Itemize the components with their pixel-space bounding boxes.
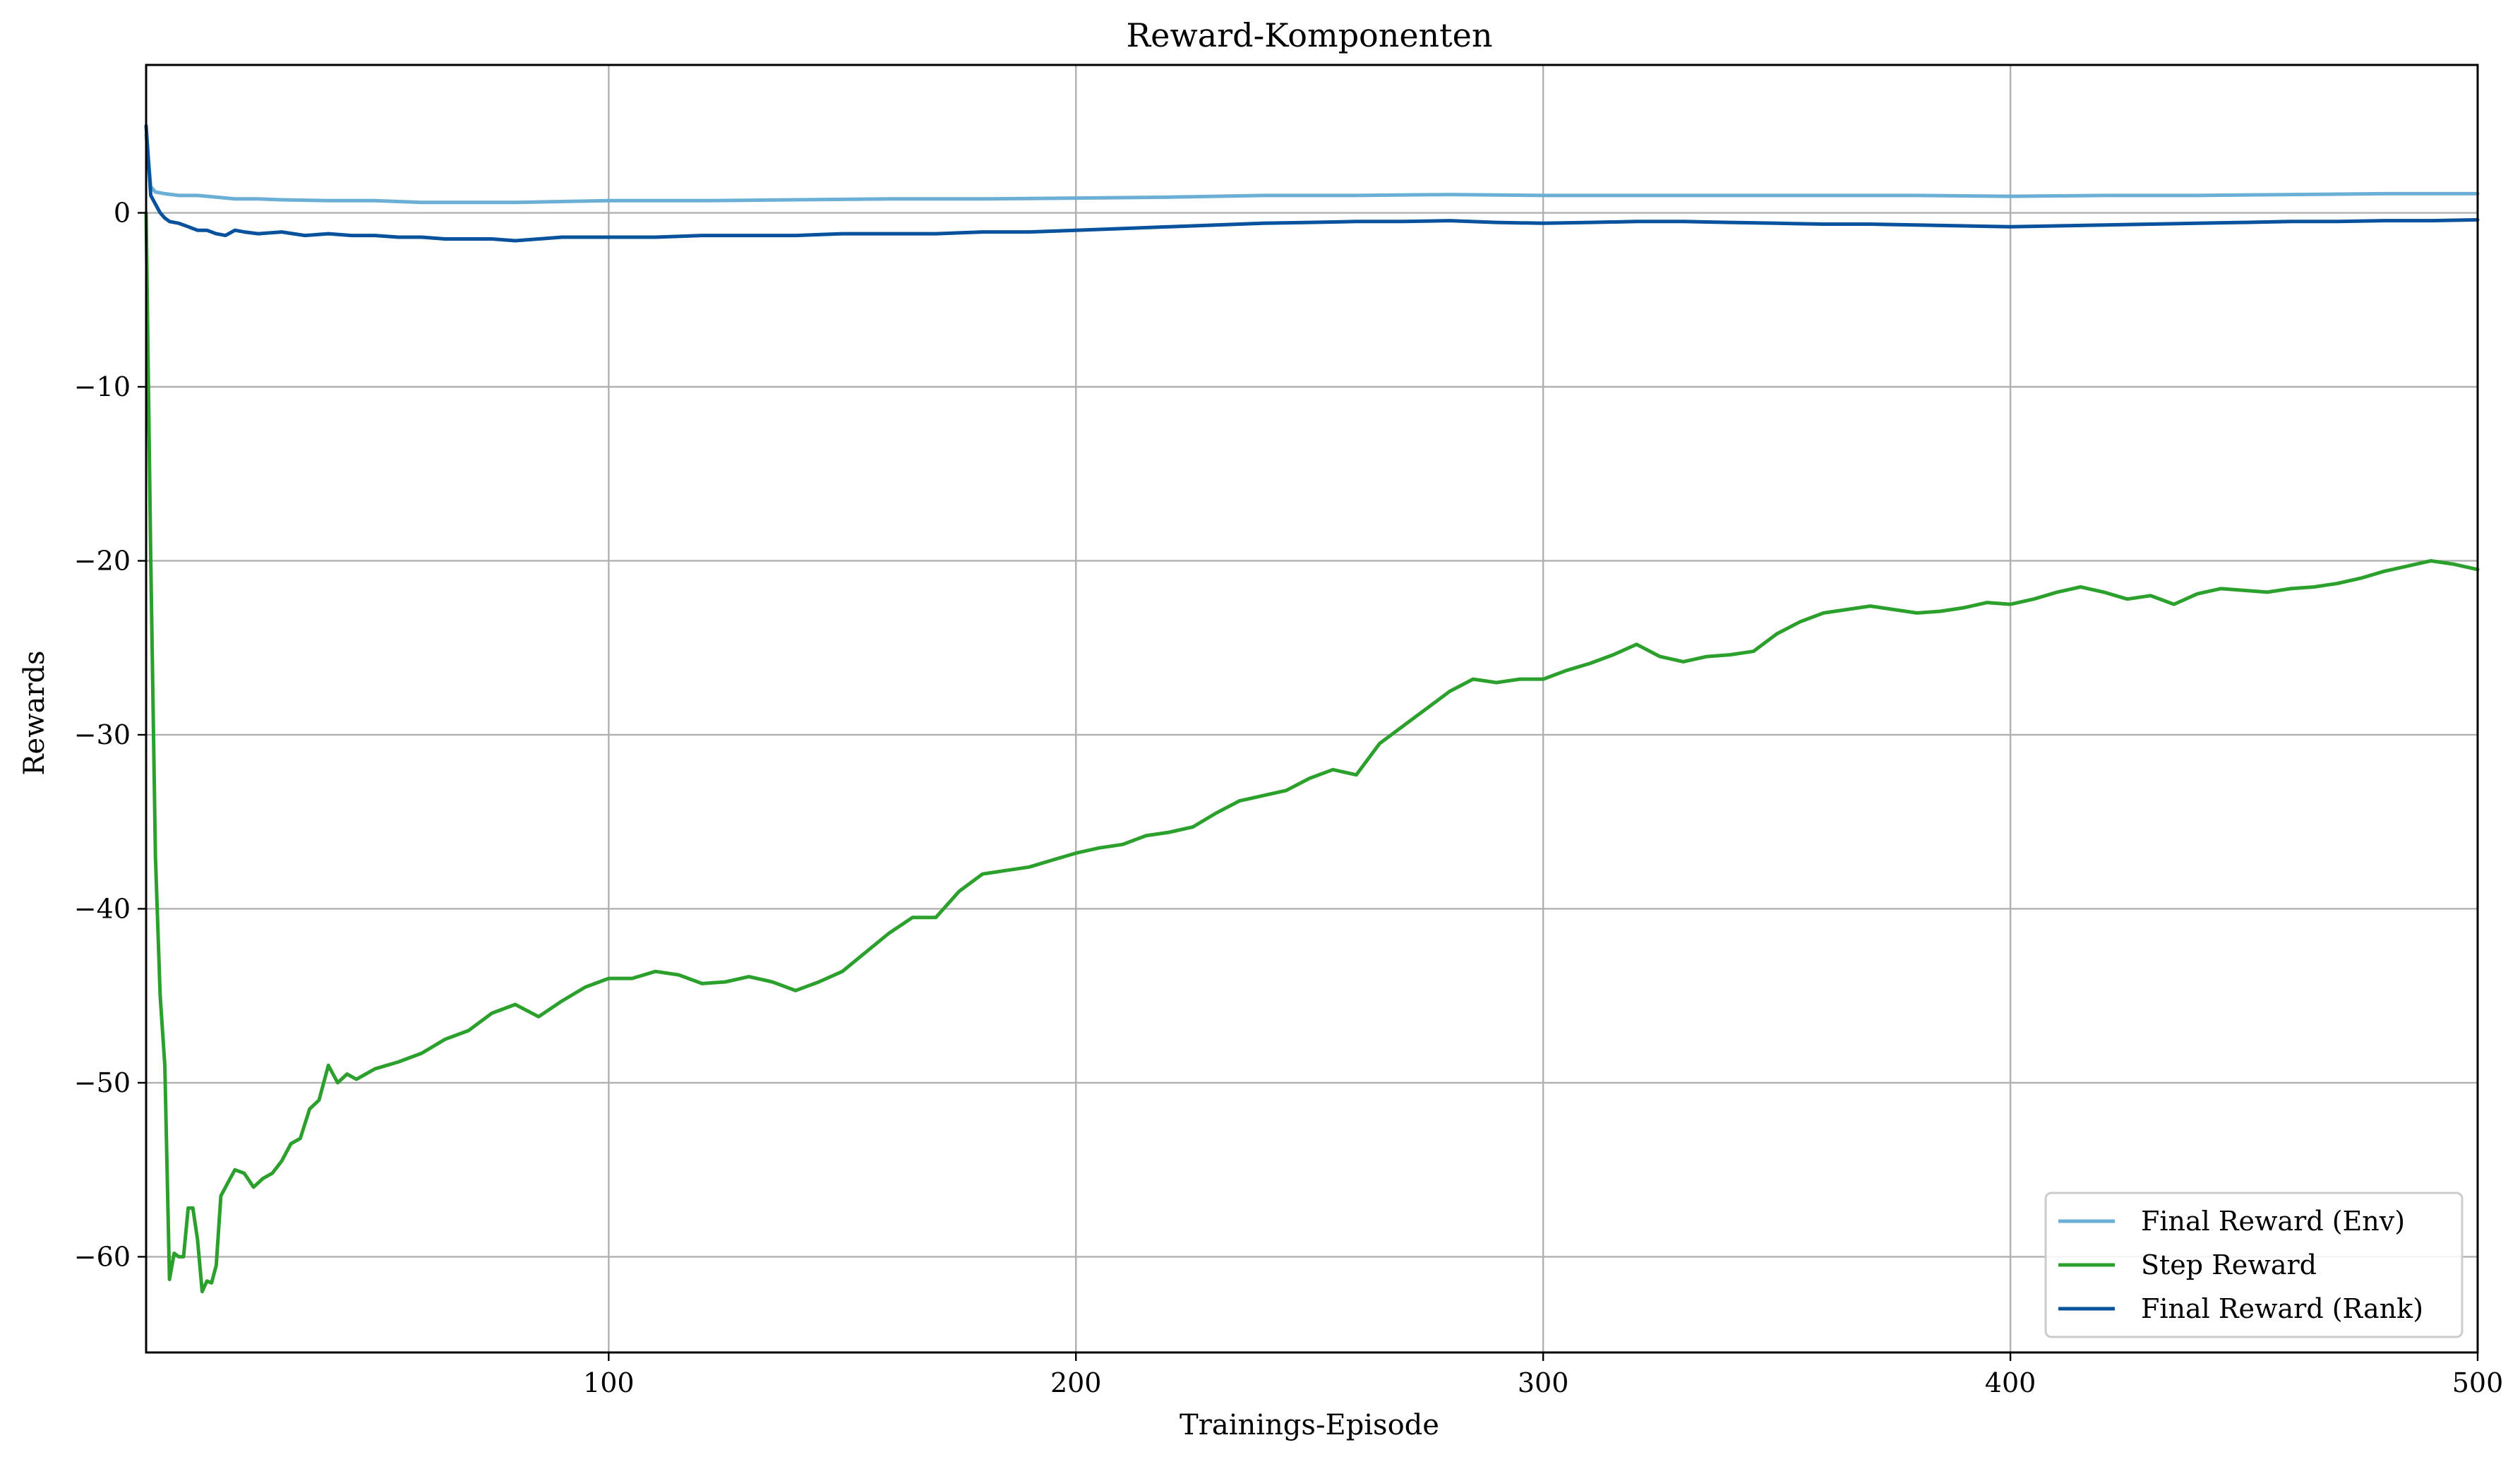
axis-ticks: 100 200 300 400 500 0 −10 −20 −30 −40 −50 −60 xyxy=(74,198,2503,1398)
legend-box xyxy=(2044,1192,2464,1338)
legend-label: Step Reward xyxy=(2141,1249,2317,1280)
y-tick-label: −30 xyxy=(74,719,131,750)
grid xyxy=(146,65,2479,1352)
legend-label: Final Reward (Rank) xyxy=(2141,1293,2423,1324)
series-line xyxy=(144,211,2480,1294)
x-tick-label: 200 xyxy=(1050,1367,1102,1398)
x-tick-label: 100 xyxy=(583,1367,635,1398)
y-axis-label: Rewards xyxy=(18,650,51,775)
legend: Final Reward (Env) Step Reward Final Rewar… xyxy=(2044,1192,2464,1338)
series-lines xyxy=(144,124,2480,1294)
chart-title: Reward-Komponenten xyxy=(1126,16,1492,54)
y-tick-label: −10 xyxy=(74,371,131,402)
x-tick-label: 300 xyxy=(1518,1367,1569,1398)
x-axis-label: Trainings-Episode xyxy=(1180,1409,1439,1441)
plot-frame xyxy=(145,64,2479,1354)
y-tick-label: −40 xyxy=(74,893,131,924)
series-line xyxy=(144,124,2480,243)
y-tick-label: −20 xyxy=(74,545,131,576)
y-tick-label: −60 xyxy=(74,1241,131,1272)
series-line xyxy=(144,133,2480,205)
y-tick-label: 0 xyxy=(114,198,131,229)
legend-label: Final Reward (Env) xyxy=(2141,1206,2405,1237)
x-tick-label: 500 xyxy=(2452,1367,2504,1398)
x-tick-label: 400 xyxy=(1985,1367,2036,1398)
y-tick-label: −50 xyxy=(74,1067,131,1098)
